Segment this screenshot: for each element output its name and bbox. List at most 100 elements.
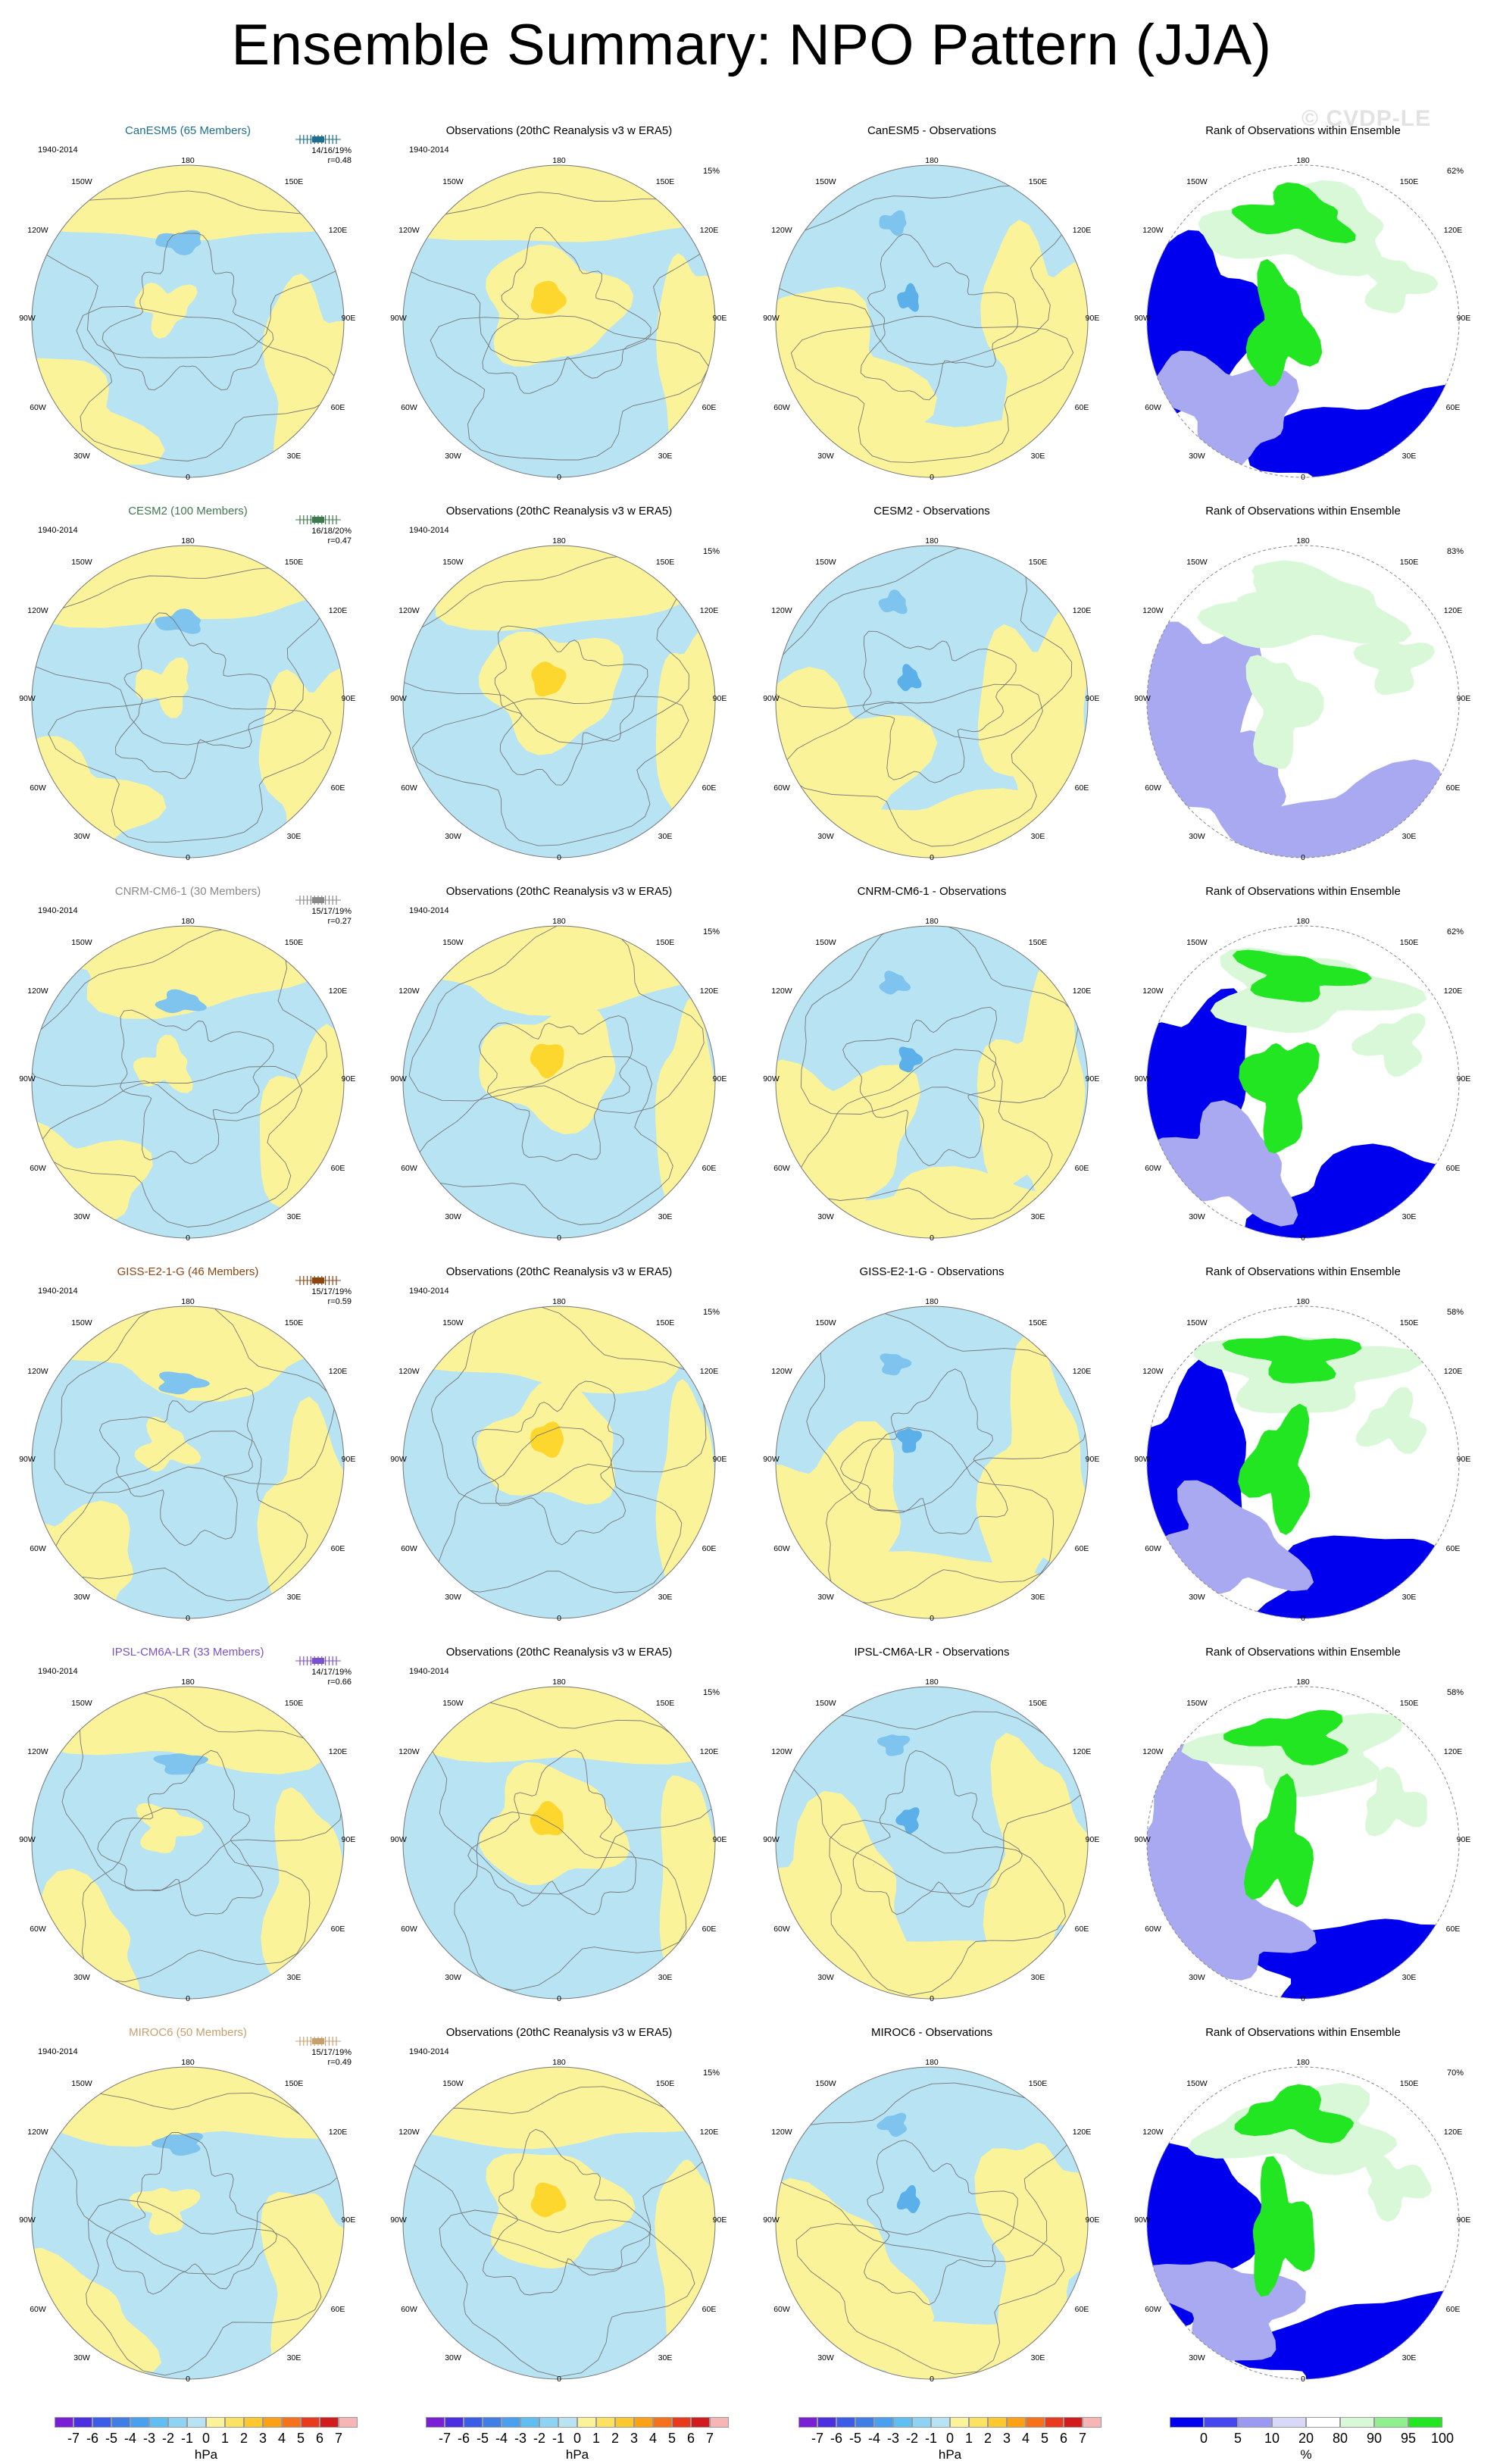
colorbar-swatch <box>1083 2417 1101 2428</box>
lon-label: 0 <box>1301 473 1305 482</box>
colorbar-hpa-1: -7 -6 -5 -4 -3 -2 -1 0 1 2 3 4 5 6 7 hPa <box>55 2417 358 2464</box>
lon-label: 30E <box>1030 1593 1045 1602</box>
lon-label: 90W <box>1134 1074 1151 1083</box>
lon-label: 150E <box>655 1699 675 1708</box>
map-field <box>32 546 344 858</box>
colorbar-tick: 6 <box>315 2431 324 2446</box>
colorbar-swatch <box>596 2417 615 2428</box>
map-field <box>32 926 344 1238</box>
lon-label: 30W <box>1189 2353 1205 2362</box>
lon-label: 90E <box>1085 1835 1100 1844</box>
colorbar-swatch <box>710 2417 729 2428</box>
lon-label: 60W <box>773 403 790 412</box>
lon-label: 90W <box>390 1074 407 1083</box>
lon-label: 0 <box>1301 1994 1305 2003</box>
lon-label: 150W <box>1186 1699 1208 1708</box>
lon-label: 180 <box>925 2058 939 2067</box>
polar-map <box>1146 925 1460 1239</box>
colorbar-swatch <box>339 2417 358 2428</box>
map-panel-obs: 180 150W 150E 120W 120E 90W 90E 60W 60E 30W 30E 0 <box>390 535 727 868</box>
map-field <box>1147 1306 1459 1618</box>
colorbar-tick: 6 <box>1059 2431 1068 2446</box>
lon-label: 60W <box>773 1544 790 1553</box>
colorbar-tick: 4 <box>648 2431 658 2446</box>
lon-label: 0 <box>930 853 934 862</box>
lon-label: 30W <box>445 1212 461 1221</box>
lon-label: 60W <box>1145 1925 1161 1934</box>
lon-label: 150W <box>442 1699 464 1708</box>
colorbar-units: hPa <box>938 2447 962 2462</box>
map-panel-model: 180 150W 150E 120W 120E 90W 90E 60W 60E 30W 30E 0 <box>19 1676 355 2009</box>
colorbar-swatch <box>893 2417 912 2428</box>
lon-label: 30W <box>817 1593 834 1602</box>
colorbar-tick: -2 <box>905 2431 919 2446</box>
lon-label: 180 <box>181 1678 195 1687</box>
member-spread-icon <box>295 1656 341 1665</box>
lon-label: 120W <box>1142 987 1164 996</box>
lon-label: 90W <box>19 2215 36 2225</box>
pattern-stats: 15/17/19% r=0.59 <box>279 1287 352 1307</box>
colorbar-tick: 6 <box>686 2431 695 2446</box>
lon-label: 120E <box>328 1747 348 1756</box>
colorbar-swatch <box>1026 2417 1045 2428</box>
lon-label: 150E <box>1399 1699 1419 1708</box>
colorbar-tick: 2 <box>983 2431 992 2446</box>
lon-label: 30W <box>1189 1212 1205 1221</box>
lon-label: 150W <box>71 1699 92 1708</box>
lon-label: 30W <box>445 2353 461 2362</box>
lon-label: 0 <box>930 473 934 482</box>
lon-label: 90W <box>763 1074 780 1083</box>
polar-map <box>402 1305 716 1619</box>
lon-label: 150W <box>815 558 836 567</box>
lon-label: 120W <box>1142 226 1164 235</box>
map-field <box>403 1687 715 1999</box>
lon-label: 150E <box>1028 938 1048 947</box>
lon-label: 120E <box>1443 226 1463 235</box>
colorbar-tick: 2 <box>239 2431 248 2446</box>
lon-label: 0 <box>186 2375 190 2384</box>
polar-map <box>775 164 1089 478</box>
lon-label: 150E <box>1028 1699 1048 1708</box>
lon-label: 60W <box>401 1164 417 1173</box>
lon-label: 90E <box>712 1835 727 1844</box>
map-panel-rank: 180 150W 150E 120W 120E 90W 90E 60W 60E 30W 30E 0 <box>1134 535 1470 868</box>
lon-label: 30E <box>658 1973 673 1982</box>
colorbar-tick: 10 <box>1264 2431 1280 2446</box>
period-label: 1940-2014 <box>38 526 78 535</box>
lon-label: 60E <box>330 403 345 412</box>
map-field <box>776 1306 1088 1618</box>
pattern-stats: 15/17/19% r=0.27 <box>279 907 352 927</box>
colorbar-tick: 95 <box>1400 2431 1417 2446</box>
lon-label: 60E <box>702 403 717 412</box>
lon-label: 150E <box>655 938 675 947</box>
lon-label: 120W <box>27 226 48 235</box>
lon-label: 150W <box>1186 177 1208 186</box>
lon-label: 30E <box>286 1973 302 1982</box>
page-title: Ensemble Summary: NPO Pattern (JJA) <box>231 13 1272 77</box>
colorbar-swatch <box>1408 2417 1442 2428</box>
colorbar-tick: 1 <box>220 2431 230 2446</box>
lon-label: 90W <box>19 314 36 323</box>
lon-label: 0 <box>186 853 190 862</box>
colorbar-swatch <box>969 2417 988 2428</box>
lon-label: 180 <box>1296 2058 1310 2067</box>
map-panel-obs: 180 150W 150E 120W 120E 90W 90E 60W 60E 30W 30E 0 <box>390 2056 727 2390</box>
lon-label: 150E <box>1399 938 1419 947</box>
lon-label: 30E <box>658 1593 673 1602</box>
colorbar-swatch <box>1340 2417 1374 2428</box>
map-field <box>403 1306 715 1618</box>
colorbar-rank: 0 5 10 20 80 90 95 100% <box>1170 2417 1454 2464</box>
lon-label: 30E <box>286 452 302 461</box>
lon-label: 0 <box>557 473 561 482</box>
lon-label: 30E <box>1401 1973 1417 1982</box>
map-field <box>32 1687 344 1999</box>
polar-map <box>402 545 716 858</box>
obs-percent: 15% <box>703 547 720 556</box>
polar-map <box>1146 545 1460 858</box>
lon-label: 120E <box>1443 1747 1463 1756</box>
map-panel-rank: 180 150W 150E 120W 120E 90W 90E 60W 60E 30W 30E 0 <box>1134 1676 1470 2009</box>
lon-label: 120E <box>1072 1367 1092 1376</box>
lon-label: 90W <box>19 1074 36 1083</box>
lon-label: 30W <box>1189 1593 1205 1602</box>
lon-label: 150W <box>442 938 464 947</box>
